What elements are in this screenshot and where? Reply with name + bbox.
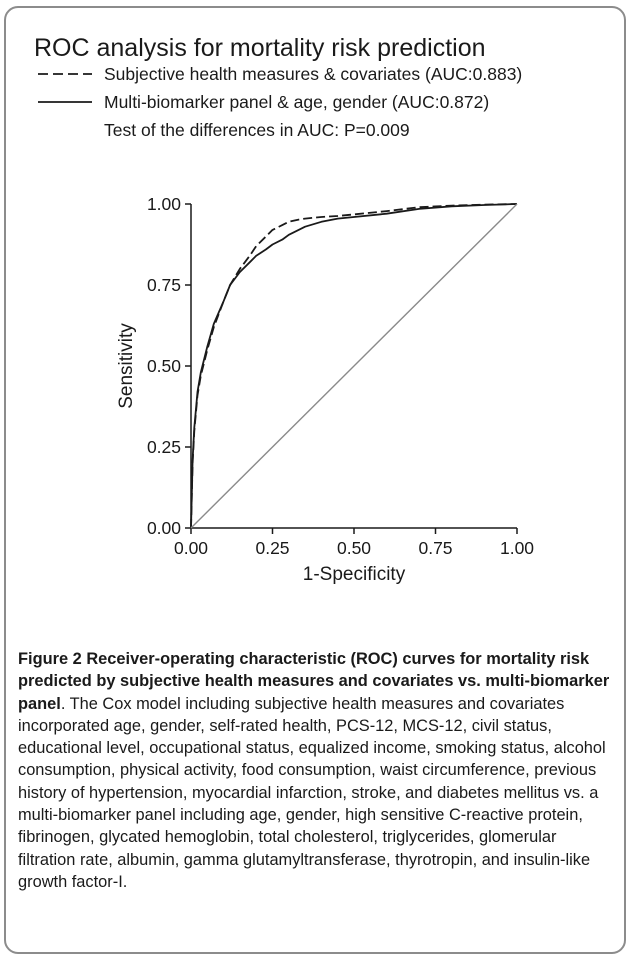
y-tick-label-1: 0.25 — [147, 437, 181, 457]
y-tick-label-2: 0.50 — [147, 356, 181, 376]
legend-note: Test of the differences in AUC: P=0.009 — [104, 120, 410, 140]
reference-diagonal-line — [190, 203, 518, 529]
legend-entry-1: Subjective health measures & covariates … — [104, 64, 522, 84]
y-axis-label: Sensitivity — [116, 323, 137, 409]
caption-body: . The Cox model including subjective hea… — [18, 694, 606, 891]
figure-frame: ROC analysis for mortality risk predicti… — [4, 6, 626, 954]
legend-entry-2: Multi-biomarker panel & age, gender (AUC… — [104, 92, 489, 112]
y-tick-label-0: 0.00 — [147, 518, 181, 538]
x-tick-label-3: 0.75 — [418, 538, 452, 558]
series-line-2 — [190, 203, 518, 529]
chart-title: ROC analysis for mortality risk predicti… — [34, 34, 486, 62]
figure-caption: Figure 2 Receiver-operating characterist… — [18, 648, 612, 893]
y-tick-label-3: 0.75 — [147, 275, 181, 295]
x-tick-label-2: 0.50 — [337, 538, 371, 558]
x-tick-label-4: 1.00 — [500, 538, 534, 558]
x-tick-label-1: 0.25 — [255, 538, 289, 558]
y-tick-label-4: 1.00 — [147, 194, 181, 214]
x-tick-label-0: 0.00 — [174, 538, 208, 558]
roc-chart: ROC analysis for mortality risk predicti… — [6, 8, 624, 644]
x-axis-label: 1-Specificity — [303, 564, 406, 585]
caption-label: Figure 2 — [18, 650, 82, 668]
chart-svg: ROC analysis for mortality risk predicti… — [34, 34, 534, 585]
caption-title: Receiver-operating characteristic (ROC) … — [18, 650, 610, 713]
